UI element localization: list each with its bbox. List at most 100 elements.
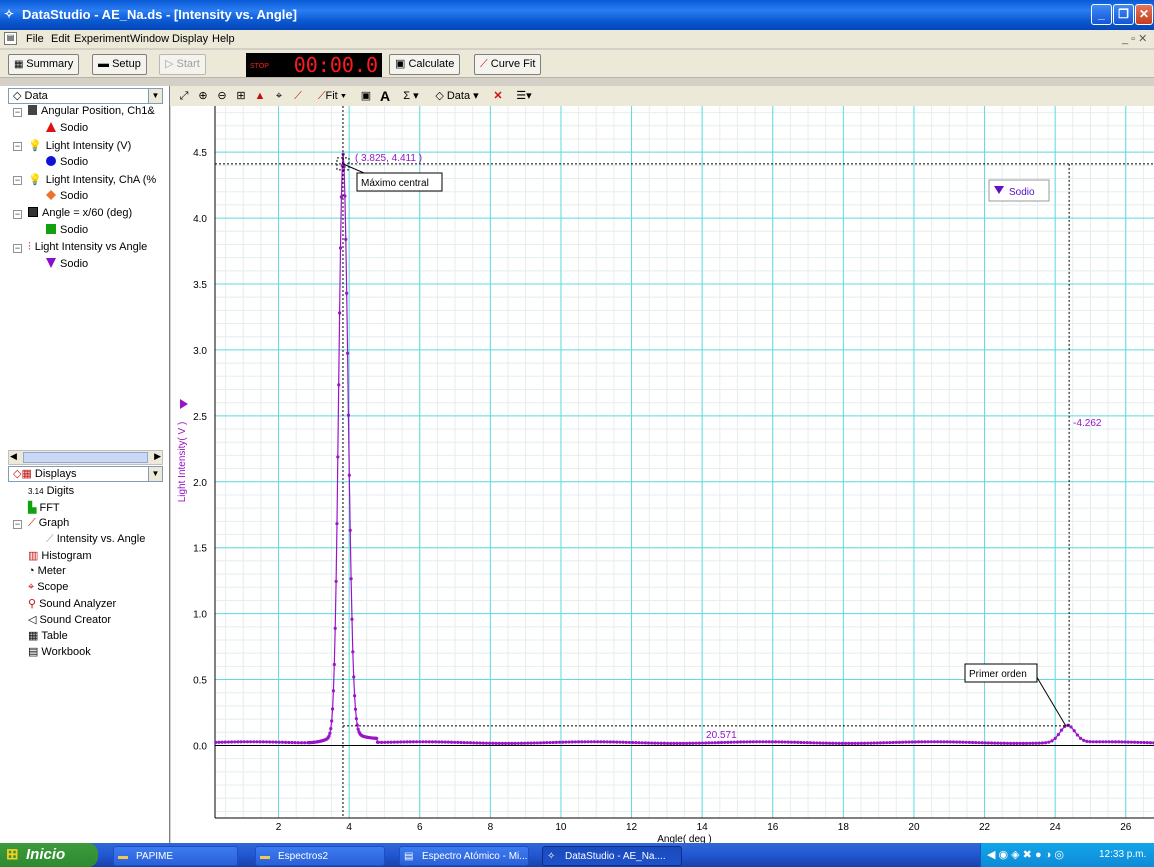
data-run-sodio-4[interactable]: Sodio bbox=[46, 224, 88, 236]
expand-icon[interactable]: − bbox=[13, 175, 22, 185]
display-digits[interactable]: 3.14 Digits bbox=[28, 485, 75, 497]
display-meter[interactable]: ◔ Meter bbox=[28, 565, 66, 577]
display-histogram[interactable]: ▥ Histogram bbox=[28, 550, 92, 562]
expand-icon[interactable]: − bbox=[13, 209, 22, 219]
slope-tool-icon[interactable]: ⟋ bbox=[294, 90, 302, 102]
graph-area[interactable]: 2 4 6 8 10 12 14 16 18 20 22 24 26 0.0 0.5 1.0 1.5 2.0 2.5… bbox=[171, 106, 1154, 845]
delete-icon[interactable]: ✕ bbox=[493, 90, 503, 102]
zoom-in-icon[interactable]: ⊕ bbox=[198, 90, 208, 102]
expand-icon[interactable]: − bbox=[13, 519, 22, 529]
menu-experiment[interactable]: Experiment bbox=[74, 33, 130, 45]
data-point bbox=[605, 740, 609, 744]
displays-panel-header[interactable]: ◇▦ Displays ▼ bbox=[8, 466, 163, 482]
data-point bbox=[346, 413, 351, 417]
task-espectros2[interactable]: ▬ Espectros2 bbox=[255, 846, 385, 866]
summary-button[interactable]: ▦ Summary bbox=[8, 54, 80, 75]
data-point bbox=[352, 675, 356, 679]
folder-icon: ▬ bbox=[118, 851, 128, 862]
tray-icons[interactable]: ◀ ◉ ◈ ✖ ● ◑ ◎ bbox=[987, 849, 1064, 861]
data-item-intensity-vs-angle[interactable]: ⫶ Light Intensity vs Angle bbox=[28, 241, 148, 253]
data-point bbox=[327, 734, 331, 738]
circle-icon bbox=[46, 156, 56, 166]
statistics-menu[interactable]: Σ ▾ bbox=[403, 90, 419, 102]
scroll-right-icon[interactable]: ▶ bbox=[154, 451, 161, 461]
menu-display[interactable]: Display bbox=[172, 33, 209, 45]
start-button[interactable]: ▷ Start bbox=[159, 54, 206, 75]
task-datastudio[interactable]: ✧ DataStudio - AE_Na.... bbox=[542, 846, 682, 866]
data-item-light-intensity-cha[interactable]: 💡 Light Intensity, ChA (% bbox=[28, 174, 157, 186]
menu-help[interactable]: Help bbox=[212, 33, 235, 45]
display-fft[interactable]: ▙ FFT bbox=[28, 502, 60, 514]
dropdown-arrow-icon[interactable]: ▼ bbox=[148, 89, 162, 103]
start-button[interactable]: ⊞ Inicio bbox=[0, 843, 98, 867]
setup-button[interactable]: ▬ Setup bbox=[92, 54, 147, 75]
mdi-controls[interactable]: _ ▫ ✕ bbox=[1122, 33, 1148, 45]
dropdown-arrow-icon[interactable]: ▼ bbox=[148, 467, 162, 481]
data-point-icon[interactable]: ▲ bbox=[254, 90, 266, 102]
menu-file[interactable]: File bbox=[26, 33, 44, 45]
data-panel-header[interactable]: ◇ Data ▼ bbox=[8, 88, 163, 104]
datastudio-icon: ✧ bbox=[547, 851, 556, 862]
task-papime[interactable]: ▬ PAPIME bbox=[113, 846, 238, 866]
smart-tool-icon[interactable]: ⌖ bbox=[275, 90, 283, 102]
expand-icon[interactable]: − bbox=[13, 141, 22, 151]
data-run-sodio-1[interactable]: Sodio bbox=[46, 122, 88, 134]
display-sound-analyzer[interactable]: ⚲ Sound Analyzer bbox=[28, 598, 117, 610]
menu-edit[interactable]: Edit bbox=[51, 33, 70, 45]
data-point bbox=[840, 741, 844, 745]
graph-icon: ⟋ bbox=[28, 517, 36, 529]
zoom-out-icon[interactable]: ⊖ bbox=[217, 90, 227, 102]
display-sound-creator[interactable]: ◁ Sound Creator bbox=[28, 614, 112, 626]
scroll-thumb[interactable] bbox=[23, 452, 148, 463]
maximize-button[interactable]: ❐ bbox=[1113, 4, 1134, 25]
data-point bbox=[356, 727, 360, 731]
intensity-vs-angle-chart[interactable]: 2 4 6 8 10 12 14 16 18 20 22 24 260.00.51.01.52.02.5… bbox=[171, 106, 1154, 845]
calculate-button[interactable]: ▣ Calculate bbox=[389, 54, 461, 75]
data-point bbox=[338, 246, 343, 250]
scroll-left-icon[interactable]: ◀ bbox=[10, 451, 17, 461]
data-run-sodio-3[interactable]: Sodio bbox=[46, 190, 88, 202]
scope-icon: ⌖ bbox=[28, 581, 35, 593]
expand-icon[interactable]: − bbox=[13, 243, 22, 253]
data-point bbox=[716, 741, 720, 745]
data-item-light-intensity[interactable]: 💡 Light Intensity (V) bbox=[28, 140, 132, 152]
data-point bbox=[443, 740, 447, 744]
display-graph[interactable]: ⟋ Graph bbox=[28, 517, 70, 529]
data-point bbox=[252, 740, 256, 744]
display-table[interactable]: ▦ Table bbox=[28, 630, 68, 642]
text-tool-icon[interactable]: A bbox=[379, 88, 391, 104]
close-button[interactable]: ✕ bbox=[1135, 4, 1153, 25]
x-tick-label: 10 bbox=[555, 822, 567, 833]
settings-menu[interactable]: ☰▾ bbox=[516, 90, 532, 102]
calculate-icon[interactable]: ▣ bbox=[360, 90, 372, 102]
data-point bbox=[951, 740, 956, 744]
curve-fit-button[interactable]: ⟋ Curve Fit bbox=[474, 54, 542, 75]
data-run-sodio-5[interactable]: Sodio bbox=[46, 258, 88, 270]
data-point bbox=[561, 740, 565, 744]
scale-to-fit-icon[interactable]: ⤢ bbox=[179, 90, 189, 102]
expand-icon[interactable]: − bbox=[13, 107, 22, 117]
data-item-angular-position[interactable]: Angular Position, Ch1& bbox=[28, 105, 155, 117]
horizontal-scrollbar[interactable]: ◀ ▶ bbox=[8, 450, 163, 465]
data-point bbox=[249, 740, 253, 744]
display-workbook[interactable]: ▤ Workbook bbox=[28, 646, 91, 658]
data-menu[interactable]: ◇ Data ▾ bbox=[435, 90, 479, 102]
fit-menu[interactable]: ⟋Fit ▾ bbox=[317, 90, 347, 102]
data-item-angle[interactable]: Angle = x/60 (deg) bbox=[28, 207, 132, 219]
menu-window[interactable]: Window bbox=[130, 33, 170, 45]
minimize-button[interactable]: _ bbox=[1091, 4, 1112, 25]
data-point bbox=[348, 528, 352, 533]
zoom-select-icon[interactable]: ⊞ bbox=[236, 90, 246, 102]
display-graph-intensity-vs-angle[interactable]: ⟋ Intensity vs. Angle bbox=[46, 533, 146, 545]
data-point bbox=[621, 740, 625, 744]
data-point bbox=[351, 650, 355, 654]
data-point bbox=[299, 741, 304, 745]
timer-display: STOP 00:00.0 bbox=[246, 53, 382, 77]
data-point bbox=[570, 740, 574, 744]
display-scope[interactable]: ⌖ Scope bbox=[28, 581, 69, 593]
task-espectro-atomico[interactable]: ▤ Espectro Atómico - Mi... bbox=[399, 846, 529, 866]
fft-icon: ▙ bbox=[28, 502, 37, 514]
data-point bbox=[650, 741, 654, 745]
data-run-sodio-2[interactable]: Sodio bbox=[46, 156, 88, 168]
data-point bbox=[353, 707, 358, 711]
